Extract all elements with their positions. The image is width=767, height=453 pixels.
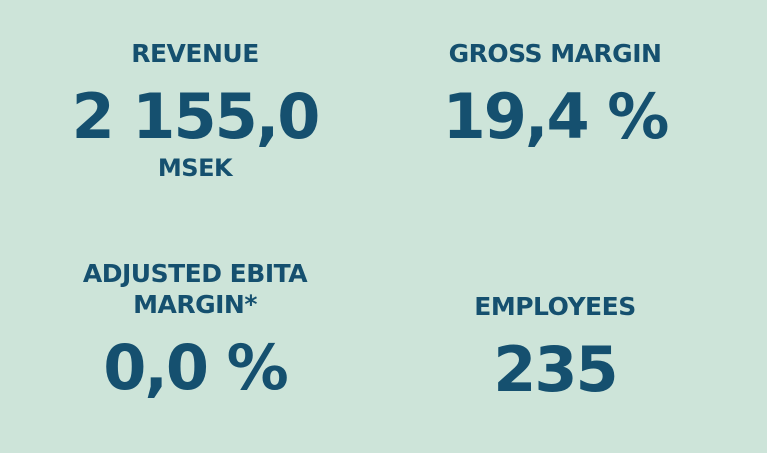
kpi-revenue-value: 2 155,0 [71,80,321,153]
kpi-adjusted-ebita-margin: ADJUSTED EBITA MARGIN* 0,0 % [40,258,350,404]
kpi-adjusted-ebita-margin-value: 0,0 % [103,331,289,404]
kpi-adjusted-ebita-margin-label-line1: ADJUSTED EBITA [82,259,308,288]
kpi-gross-margin-label: GROSS MARGIN [448,39,662,68]
kpi-revenue-unit: MSEK [157,154,233,182]
kpi-employees-value: 235 [493,333,618,406]
kpi-adjusted-ebita-margin-label-line2: MARGIN* [133,290,257,319]
kpi-gross-margin-value: 19,4 % [442,80,670,153]
kpi-gross-margin: GROSS MARGIN 19,4 % [400,38,710,153]
kpi-employees: EMPLOYEES 235 [400,291,710,406]
kpi-revenue: REVENUE 2 155,0 MSEK [40,38,350,183]
kpi-employees-label: EMPLOYEES [474,292,636,321]
kpi-revenue-label: REVENUE [131,39,259,68]
